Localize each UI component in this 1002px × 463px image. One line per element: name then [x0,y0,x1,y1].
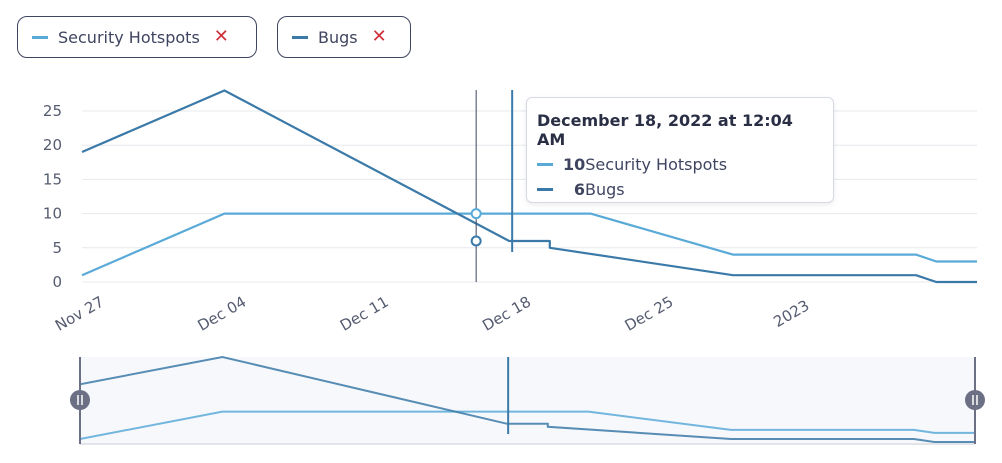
y-tick-label: 25 [43,102,62,120]
tooltip-swatch [537,188,553,191]
tooltip-label: Bugs [585,180,625,199]
legend-chip-bugs[interactable]: Bugs ✕ [277,16,411,58]
brush-handle[interactable] [70,390,90,410]
brush-handle-knob [70,390,90,410]
tooltip-label: Security Hotspots [585,155,728,174]
y-tick-label: 0 [52,273,62,291]
legend-label: Security Hotspots [58,27,200,47]
legend-chip-security-hotspots[interactable]: Security Hotspots ✕ [17,16,257,58]
tooltip: December 18, 2022 at 12:04 AM 10 Securit… [526,97,834,203]
y-tick-label: 15 [43,170,62,188]
overview-series-line [79,355,975,443]
brush-handle-knob [965,390,985,410]
y-tick-label: 10 [43,205,62,223]
hover-point [470,235,482,247]
x-tick-label: Dec 11 [337,293,392,335]
tooltip-swatch [537,163,553,166]
brush-handle[interactable] [965,390,985,410]
series-line [81,89,977,284]
close-icon[interactable]: ✕ [213,26,229,47]
x-tick-label: Dec 04 [194,293,249,335]
y-tick-label: 20 [43,136,62,154]
tooltip-title: December 18, 2022 at 12:04 AM [537,111,793,149]
legend-label: Bugs [318,27,358,47]
tooltip-row: 6 Bugs [537,180,823,199]
x-tick-label: Dec 18 [479,293,534,335]
x-tick-label: Nov 27 [52,293,107,335]
tooltip-value: 6 [573,180,585,199]
legend-swatch [32,35,48,39]
legend-swatch [292,35,308,39]
overview-series-line [79,410,975,440]
x-tick-label: Dec 25 [622,293,677,335]
y-tick-label: 5 [52,239,62,257]
tooltip-value: 10 [563,155,586,174]
overview-panel [80,357,975,444]
hover-point [470,208,482,220]
x-tick-label: 2023 [770,296,812,331]
series-line [81,212,977,277]
close-icon[interactable]: ✕ [371,26,387,47]
tooltip-row: 10 Security Hotspots [537,155,823,174]
